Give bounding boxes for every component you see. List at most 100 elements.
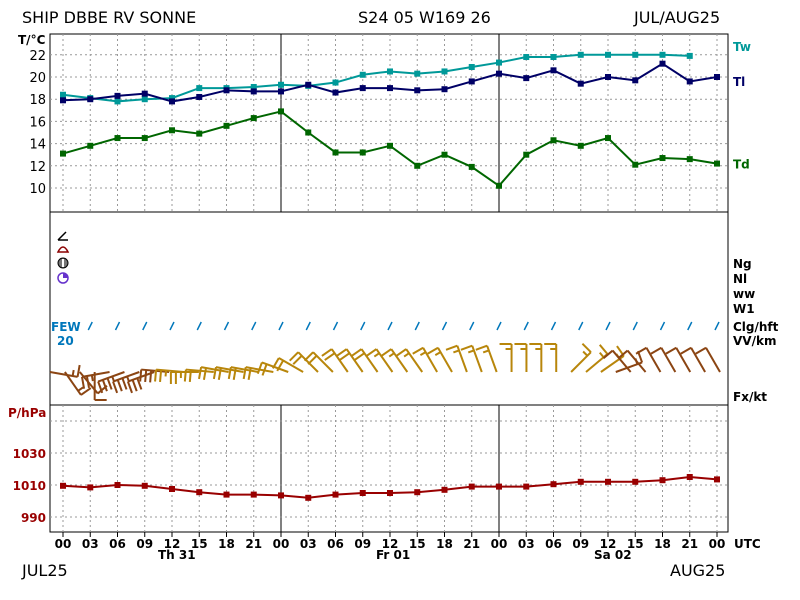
wind-barb-feather — [602, 349, 614, 360]
cloud-slash-mark — [360, 321, 366, 331]
wind-barb-feather — [324, 352, 336, 361]
wind-barb-feather — [121, 377, 128, 390]
wind-barb-feather — [202, 367, 208, 380]
point-Tw — [686, 52, 693, 59]
point-Td — [60, 150, 66, 157]
wind-barb — [395, 348, 424, 373]
cloud-slash-mark — [523, 321, 529, 331]
point-Tl — [659, 60, 666, 67]
point-Td — [659, 155, 666, 162]
wind-barb-feather — [276, 359, 285, 372]
utc-label: UTC — [734, 537, 761, 551]
wind-barb-shaft — [330, 348, 349, 373]
point-Td — [441, 151, 448, 158]
wind-barb — [64, 371, 92, 396]
point-Td — [523, 151, 530, 158]
wind-barb-feather — [635, 346, 647, 355]
wind-barb-shaft — [611, 349, 632, 373]
wind-barb-feather — [353, 352, 365, 361]
point-Tw — [414, 70, 421, 77]
x-tick-label: 03 — [82, 537, 99, 551]
x-tick-label: 15 — [627, 537, 644, 551]
wind-barb — [445, 344, 468, 373]
x-tick-label: 18 — [436, 537, 453, 551]
wind-barb-feather — [412, 346, 424, 355]
cloud-slash-mark — [687, 321, 693, 331]
wind-barb-feather — [351, 348, 363, 357]
wind-barb-feather — [80, 376, 86, 389]
point-Tl — [496, 70, 502, 77]
wind-barb-feather — [380, 348, 392, 357]
wind-barb-feather — [183, 369, 187, 382]
wind-barb-shaft — [675, 347, 692, 373]
wind-barb-feather — [292, 355, 303, 365]
x-tick-label: 06 — [109, 537, 126, 551]
wind-barb-feather — [365, 348, 377, 357]
point-Tl — [141, 90, 148, 97]
wind-barb-feather — [617, 349, 629, 360]
wind-barb-feather — [598, 344, 609, 355]
row-label: ww — [733, 287, 755, 301]
wind-barb-feather — [271, 357, 280, 369]
row-label: Fx/kt — [733, 390, 767, 404]
point-Tw — [169, 95, 175, 102]
x-tick-label: 09 — [354, 537, 371, 551]
point-pressure — [141, 482, 148, 489]
wind-barb — [460, 344, 483, 373]
wind-barb-feather — [445, 344, 458, 351]
point-Td — [359, 149, 366, 156]
point-pressure — [632, 478, 639, 485]
x-tick-label: 18 — [654, 537, 671, 551]
wind-barb-feather — [126, 381, 133, 394]
cloud-slash-mark — [441, 321, 448, 331]
wind-barb-feather — [256, 362, 263, 375]
point-Tl — [441, 86, 448, 93]
cloud-slash-mark — [632, 321, 638, 331]
cloud-slash-mark — [278, 321, 284, 331]
wind-barb-feather — [581, 343, 592, 353]
wind-barb-feather — [650, 346, 662, 355]
wind-barb-feather — [695, 346, 707, 355]
point-pressure — [223, 491, 230, 498]
y-tick-label: 22 — [29, 49, 46, 64]
wind-barb-feather — [388, 352, 395, 358]
cloud-slash-mark — [387, 321, 393, 331]
wind-barb-feather — [403, 352, 410, 358]
wind-barb-feather — [76, 364, 81, 378]
point-Td — [114, 135, 121, 142]
x-tick-label: 21 — [463, 537, 480, 551]
x-tick-label: 09 — [572, 537, 589, 551]
panel-frame — [49, 211, 729, 406]
point-Td — [87, 142, 94, 149]
point-Tl — [60, 97, 66, 104]
x-tick-label: 00 — [55, 537, 72, 551]
point-Tw — [441, 68, 448, 75]
wind-barb-shaft — [375, 348, 394, 373]
x-tick-label: 21 — [681, 537, 698, 551]
wind-barb-feather — [232, 367, 237, 380]
point-Tw — [523, 54, 530, 61]
y-axis-label: P/hPa — [8, 406, 46, 420]
row-label: Clg/hft — [733, 320, 779, 334]
point-Tl — [387, 85, 393, 92]
point-pressure — [714, 476, 720, 483]
point-Td — [196, 130, 203, 137]
point-Tl — [114, 92, 121, 99]
y-tick-label: 14 — [29, 138, 46, 153]
cloud-slash-mark — [142, 321, 148, 331]
wind-barb-feather — [373, 352, 380, 358]
wind-barb — [412, 346, 438, 373]
point-Tl — [605, 74, 611, 80]
y-tick-label: 1030 — [13, 447, 46, 461]
x-tick-label: 12 — [600, 537, 617, 551]
cloud-cover-label: FEW — [51, 320, 81, 334]
point-Td — [387, 142, 393, 149]
wind-barb-shaft — [660, 347, 677, 373]
point-Tw — [60, 91, 66, 98]
point-Tl — [196, 93, 203, 100]
wind-barb-feather — [303, 351, 314, 362]
point-pressure — [305, 494, 312, 501]
point-Td — [169, 127, 175, 134]
point-Tw — [196, 85, 203, 92]
